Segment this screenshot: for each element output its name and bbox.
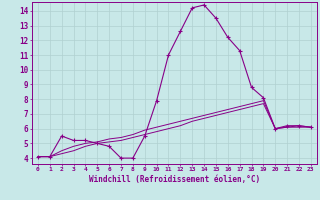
X-axis label: Windchill (Refroidissement éolien,°C): Windchill (Refroidissement éolien,°C) [89, 175, 260, 184]
